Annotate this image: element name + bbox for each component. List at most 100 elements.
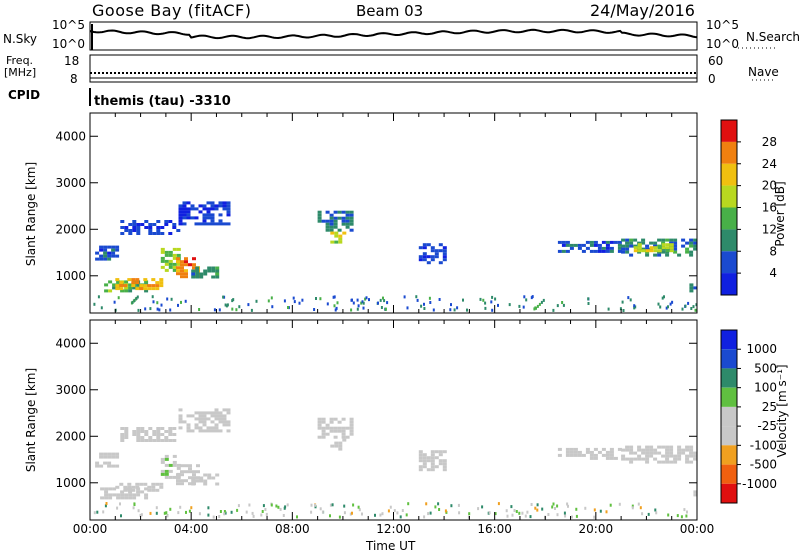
power-cell xyxy=(151,287,156,291)
velocity-cell xyxy=(100,487,105,491)
power-cell xyxy=(206,207,211,211)
nave-label: Nave xyxy=(748,65,779,79)
velocity-cell xyxy=(629,451,634,455)
velocity-ground-scatter xyxy=(149,511,152,515)
velocity-cell xyxy=(120,427,125,430)
power-cell xyxy=(123,284,128,288)
power-ground-scatter xyxy=(429,301,432,304)
power-cell xyxy=(135,287,140,291)
power-cell xyxy=(613,240,618,244)
power-cell xyxy=(329,219,334,223)
power-cell xyxy=(434,249,439,253)
velocity-cell xyxy=(210,411,215,415)
power-cell xyxy=(124,289,129,293)
velocity-cell xyxy=(132,430,137,433)
velocity-cell xyxy=(341,432,346,436)
velocity-ground-scatter xyxy=(105,502,108,505)
velocity-ground-scatter xyxy=(429,511,432,515)
power-cell xyxy=(131,281,136,285)
power-cell xyxy=(653,249,658,253)
velocity-colorbar-tick-label: 500 xyxy=(754,361,777,375)
power-ground-scatter xyxy=(428,296,431,300)
velocity-cell xyxy=(190,414,195,418)
power-ground-scatter xyxy=(319,297,322,301)
velocity-cell xyxy=(677,457,682,461)
power-cell xyxy=(677,253,682,257)
power-cell xyxy=(426,255,431,259)
power-ground-scatter xyxy=(522,305,525,309)
power-cell xyxy=(641,247,646,251)
velocity-cell xyxy=(210,420,215,424)
velocity-cell xyxy=(226,408,231,412)
power-cell xyxy=(689,244,694,248)
power-cell xyxy=(430,246,435,250)
velocity-cell xyxy=(345,435,350,439)
velocity-cell xyxy=(426,456,431,460)
velocity-ground-scatter xyxy=(534,506,537,510)
power-cell xyxy=(633,238,638,242)
power-cell xyxy=(661,243,666,247)
power-cell xyxy=(341,216,346,220)
power-cell xyxy=(104,283,109,287)
power-cell xyxy=(341,222,346,226)
velocity-cell xyxy=(199,476,204,480)
velocity-cell xyxy=(649,454,654,458)
velocity-cell xyxy=(120,490,125,494)
velocity-cell xyxy=(104,490,109,494)
velocity-cell xyxy=(418,459,423,463)
velocity-cell xyxy=(104,493,109,497)
power-ground-scatter xyxy=(360,301,363,305)
power-cell xyxy=(135,281,140,285)
power-cell xyxy=(342,231,347,235)
velocity-cell xyxy=(645,460,650,464)
velocity-ground-scatter xyxy=(599,509,602,513)
velocity-ground-scatter xyxy=(639,506,642,510)
power-cell xyxy=(176,269,180,273)
velocity-cell xyxy=(681,448,686,452)
power-ground-scatter xyxy=(534,306,537,310)
velocity-cell xyxy=(202,429,207,433)
velocity-ground-scatter xyxy=(575,514,578,518)
noise-search-label: N.Search xyxy=(746,30,800,44)
velocity-cell xyxy=(198,417,203,421)
velocity-ground-scatter xyxy=(331,503,334,507)
power-ground-scatter xyxy=(156,307,159,311)
velocity-cell xyxy=(186,426,191,430)
power-cell xyxy=(581,243,586,247)
velocity-ground-scatter xyxy=(488,511,491,515)
velocity-cell xyxy=(422,456,427,460)
power-cell xyxy=(597,246,602,250)
velocity-ground-scatter xyxy=(165,511,168,515)
power-cell xyxy=(112,286,117,290)
power-ground-scatter xyxy=(226,303,229,307)
noise-sky-label: N.Sky xyxy=(3,32,38,46)
power-cell xyxy=(191,272,196,276)
velocity-cell xyxy=(334,441,339,445)
power-cell xyxy=(333,225,338,229)
power-cell xyxy=(192,263,196,267)
velocity-cell xyxy=(124,496,129,500)
velocity-cell xyxy=(218,417,223,421)
velocity-cell xyxy=(677,454,682,458)
power-cell xyxy=(112,283,117,287)
power-cell xyxy=(172,268,177,272)
power-cell xyxy=(140,223,145,226)
velocity-cell xyxy=(164,430,169,433)
power-cell xyxy=(178,213,183,217)
cpid-label: CPID xyxy=(8,88,41,102)
power-cell xyxy=(609,240,614,244)
power-cell xyxy=(333,216,338,220)
power-colorbar-segment xyxy=(721,141,737,164)
velocity-cell xyxy=(222,408,227,412)
power-cell xyxy=(199,272,204,276)
x-axis-title: Time UT xyxy=(366,539,416,553)
power-ground-scatter xyxy=(113,300,116,304)
power-cell xyxy=(569,243,574,247)
power-colorbar-tick-label: 28 xyxy=(762,135,777,149)
velocity-cell xyxy=(99,452,104,456)
velocity-cell xyxy=(115,464,120,468)
power-cell xyxy=(442,249,447,253)
power-cell xyxy=(621,250,626,254)
velocity-cell xyxy=(214,429,219,433)
velocity-cell xyxy=(194,417,199,421)
